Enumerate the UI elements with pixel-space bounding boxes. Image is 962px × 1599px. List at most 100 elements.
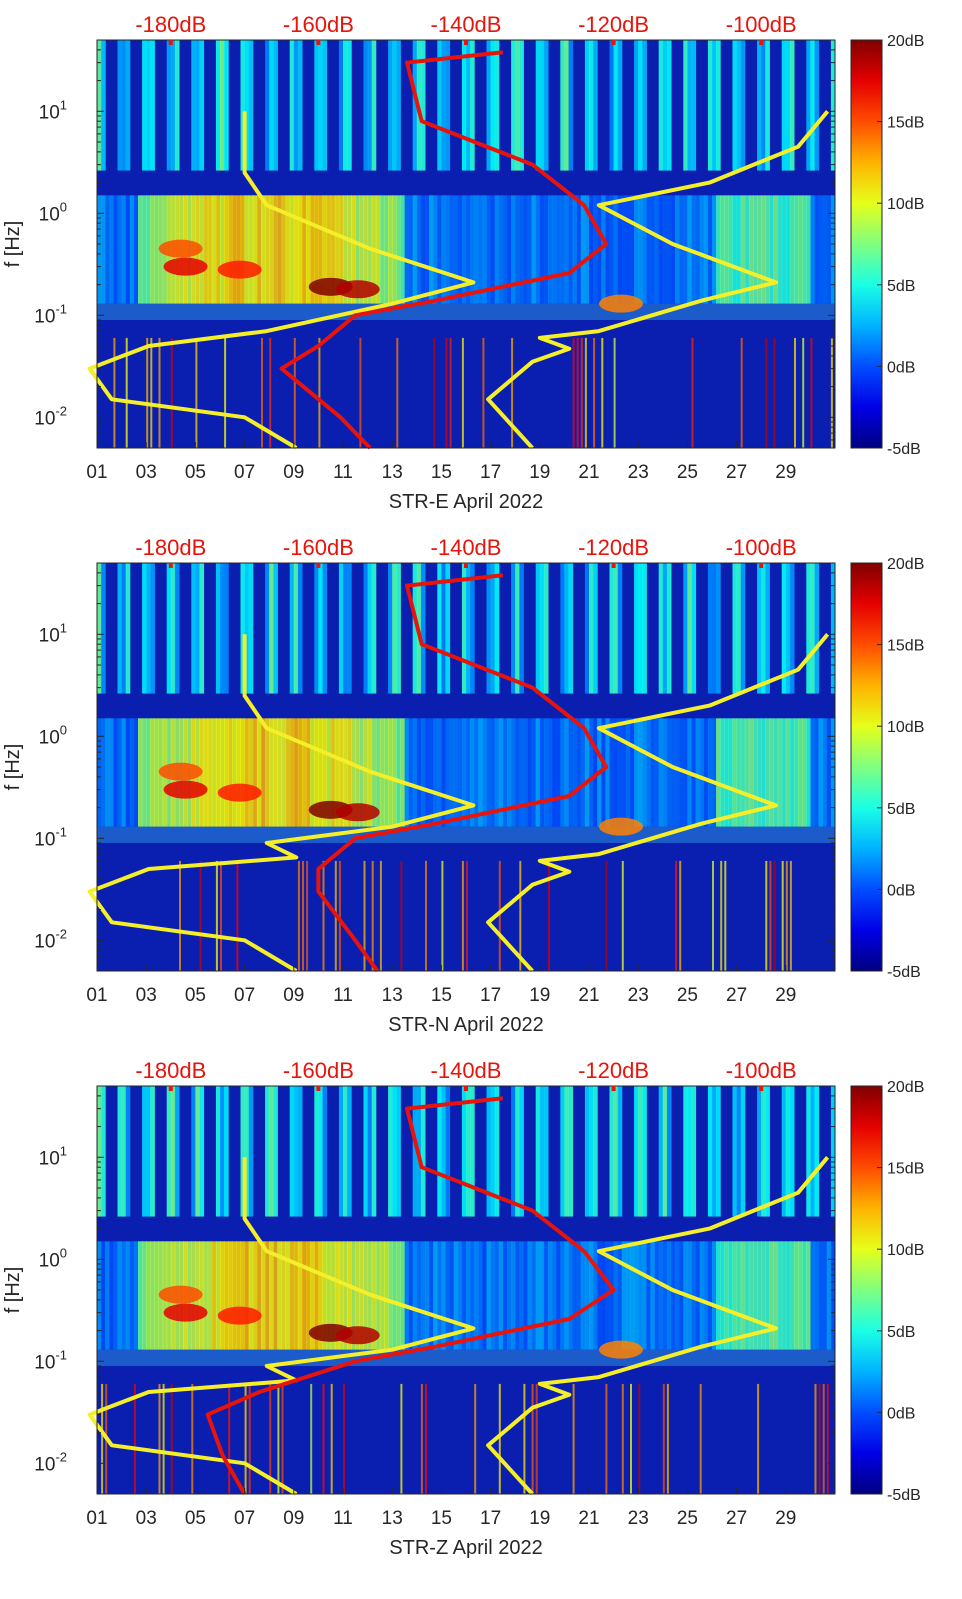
spectrogram-cell [666, 1086, 672, 1217]
spectrogram-cell [498, 195, 504, 304]
spectrogram-cell [121, 1241, 127, 1350]
spectrogram-cell [474, 718, 479, 827]
spectrogram-cell [277, 195, 282, 304]
spectrogram-cell [593, 718, 598, 827]
spectrogram-cell [261, 1241, 266, 1350]
spectrogram-cell [302, 718, 307, 827]
spectrogram-cell [486, 195, 492, 304]
top-db-tick [759, 563, 764, 568]
spectrogram-cell [785, 40, 791, 171]
spectrogram-cell [757, 1383, 760, 1494]
spectrogram-cell [220, 1241, 225, 1350]
spectrogram-cell [261, 195, 266, 304]
spectrogram-cell [314, 40, 319, 171]
spectrogram-cell [150, 337, 153, 448]
spectrogram-cell [269, 1086, 274, 1217]
spectrogram-cell [449, 718, 455, 827]
colorbar-label: 5dB [887, 278, 915, 295]
spectrogram-cell [830, 1086, 836, 1217]
spectrogram-cell [720, 1241, 725, 1350]
spectrogram-cell [814, 563, 820, 694]
spectrogram-cell [576, 718, 582, 827]
spectrogram-cell [289, 1086, 295, 1217]
spectrogram-cell [310, 195, 315, 304]
spectrogram-cell [133, 718, 139, 827]
spectrogram-cell [457, 195, 463, 304]
spectrogram-cell [515, 195, 520, 304]
x-tick-label: 07 [234, 1508, 255, 1529]
spectrogram-cell [732, 563, 738, 694]
spectrogram-cell [515, 1086, 520, 1217]
spectrogram-cell [507, 718, 512, 827]
spectrogram-cell [265, 718, 270, 827]
spectrogram-cell [654, 1241, 660, 1350]
y-axis-title: f [Hz] [2, 1267, 24, 1314]
spectrogram-cell [826, 1241, 832, 1350]
spectrogram-cell [798, 1241, 803, 1350]
psd-curve-line [486, 633, 830, 973]
spectrogram-cell [269, 195, 274, 304]
spectrogram-cell [404, 718, 410, 827]
spectrogram-cell [716, 1241, 721, 1350]
spectrogram-cell [265, 1241, 270, 1350]
spectrogram-cell [174, 40, 180, 171]
spectrogram-cell [343, 718, 348, 827]
spectrogram-cell [638, 195, 643, 304]
spectrogram-cell [293, 40, 299, 171]
spectrogram-cell [511, 195, 516, 304]
spectrogram-cell [101, 1383, 104, 1494]
spectrogram-cell [818, 1383, 821, 1494]
spectrogram-cell [765, 1241, 770, 1350]
spectrogram-cell [740, 563, 746, 694]
spectrogram-cell [457, 718, 463, 827]
spectrogram-cell [761, 1241, 766, 1350]
spectrogram-cell [211, 718, 217, 827]
spectrogram-cell [322, 1241, 328, 1350]
spectrogram-cell [224, 195, 229, 304]
spectrogram-cell [240, 40, 246, 171]
spectrogram-cell [154, 1241, 159, 1350]
spectrogram-cell [589, 195, 594, 304]
x-tick-label: 05 [185, 985, 206, 1006]
x-tick-label: 23 [628, 985, 649, 1006]
top-db-label: -140dB [431, 535, 502, 560]
spectrogram-cell [605, 860, 608, 971]
spectrogram-cell [384, 1241, 389, 1350]
spectrogram-cell [293, 563, 299, 694]
spectrogram-cell [314, 1086, 319, 1217]
spectrogram-cell [105, 195, 110, 304]
spectrogram-cell [146, 40, 151, 171]
spectrogram-cell [363, 40, 369, 171]
spectrogram-cell [121, 718, 127, 827]
spectrogram-cell [396, 40, 401, 171]
spectrogram-cell [765, 337, 768, 448]
spectrogram-cell [515, 1241, 520, 1350]
spectrogram-cell [658, 1241, 664, 1350]
spectrogram-cell [273, 1086, 278, 1217]
spectrogram-hotspot [158, 762, 203, 781]
spectrogram-cell [142, 1086, 147, 1217]
spectrogram-cell [297, 563, 303, 694]
spectrogram-cell [318, 337, 321, 448]
spectrogram-cell [150, 1086, 155, 1217]
y-tick-label: 10-1 [34, 824, 67, 850]
spectrogram-cell [748, 195, 754, 304]
y-axis-title: f [Hz] [2, 221, 24, 268]
spectrogram-cell [560, 195, 565, 304]
spectrogram-cell [675, 1241, 680, 1350]
spectrogram-field [97, 1086, 836, 1494]
spectrogram-cell [543, 1086, 549, 1217]
spectrogram-cell [347, 718, 352, 827]
spectrogram-cell [199, 563, 205, 694]
spectrogram-cell [634, 563, 639, 694]
spectrogram-cell [347, 195, 352, 304]
top-db-tick [611, 40, 616, 45]
spectrogram-cell [666, 563, 672, 694]
spectrogram-cell [433, 718, 438, 827]
spectrogram-cell [318, 718, 323, 827]
spectrogram-cell [174, 1086, 180, 1217]
spectrogram-cell [248, 563, 254, 694]
spectrogram-cell [412, 718, 418, 827]
spectrogram-cell [388, 1241, 393, 1350]
spectrogram-cell [445, 718, 451, 827]
